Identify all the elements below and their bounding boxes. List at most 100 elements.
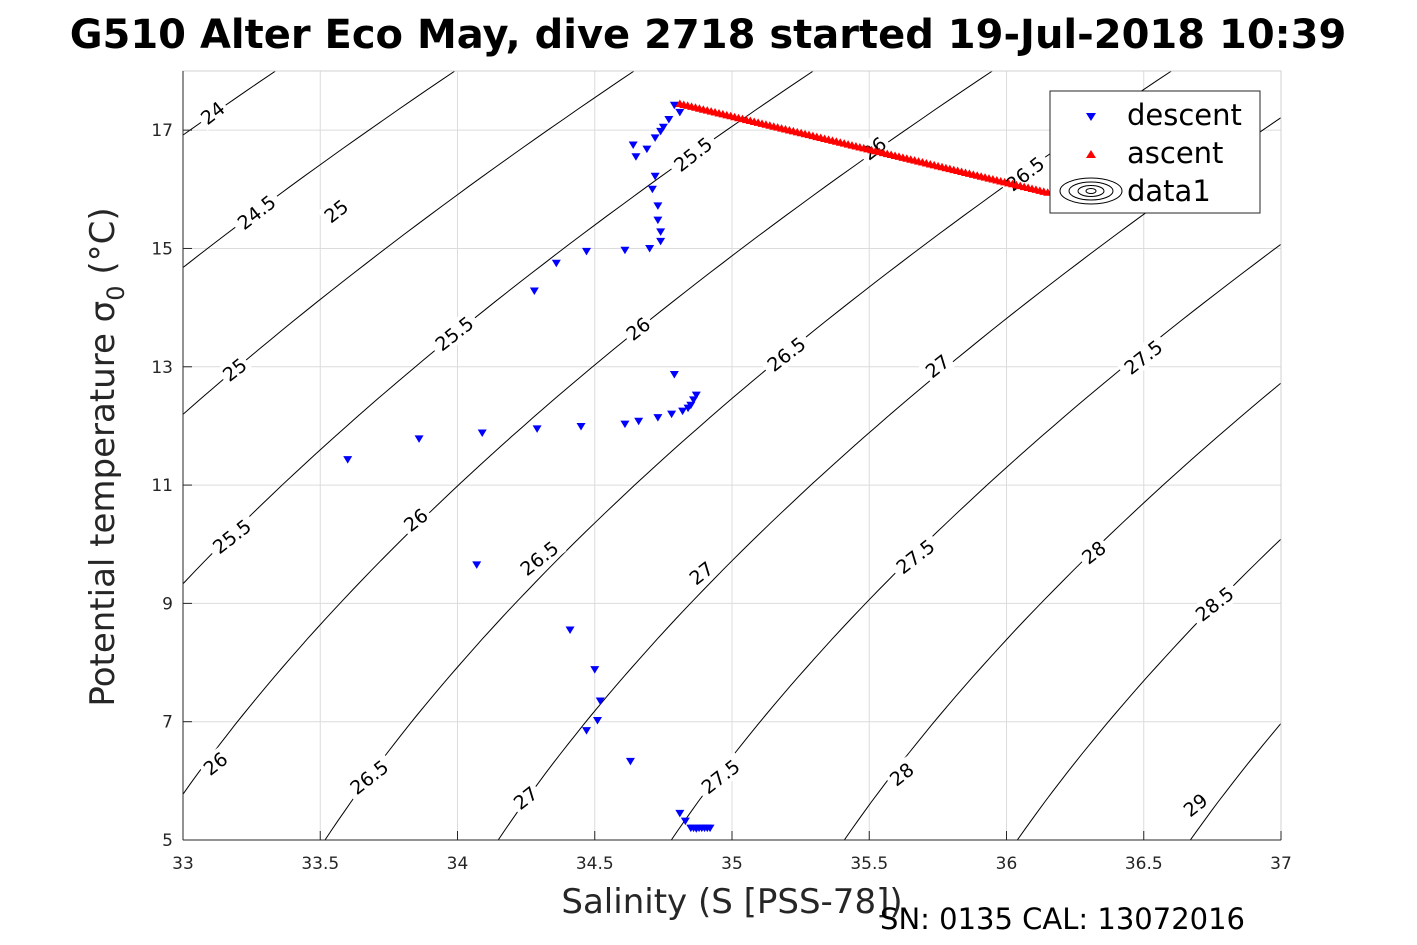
descent-point (650, 134, 660, 142)
isopycnal-25 (183, 71, 635, 416)
isopycnal-24.5 (183, 71, 456, 269)
contour-label-backing (1187, 579, 1242, 629)
isopycnal-28.5 (1016, 538, 1281, 840)
contour-label-group: 25 (215, 351, 254, 388)
descent-point (592, 717, 602, 725)
descent-point (634, 417, 644, 426)
chart-title: G510 Alter Eco May, dive 2718 started 19… (70, 12, 1347, 58)
contour-label-backing (511, 533, 567, 583)
descent-point (656, 237, 666, 246)
contour-label-backing (882, 756, 921, 793)
contour-label-backing (1115, 332, 1171, 382)
legend-box (1049, 90, 1261, 214)
contour-label-backing (1075, 534, 1113, 571)
y-tick-label: 15 (151, 239, 173, 259)
contour-label-group: 24.5 (229, 187, 284, 237)
contour-label-backing (204, 511, 260, 561)
y-axis-label: Potential temperature σ0 (°C) (83, 207, 130, 706)
descent-point (576, 423, 586, 431)
contour-label-backing (196, 745, 234, 782)
legend-ascent-marker (1086, 150, 1096, 158)
descent-point (645, 244, 655, 253)
contour-label-group: 24 (193, 94, 232, 131)
x-tick-label: 34 (447, 854, 469, 874)
descent-point (551, 259, 561, 268)
descent-point (620, 420, 630, 429)
descent-point (667, 410, 677, 419)
descent-point (656, 127, 666, 136)
isopycnal-26 (183, 71, 993, 796)
x-tick-label: 33 (172, 854, 194, 874)
descent-point (675, 108, 685, 117)
descent-point (631, 153, 641, 161)
descent-point (675, 809, 685, 818)
descent-point (529, 287, 539, 296)
contour-label: 28 (886, 759, 919, 791)
contour-label: 25 (320, 196, 353, 228)
contour-label-group: 27 (506, 779, 545, 816)
contour-label-backing (619, 310, 657, 347)
descent-point (689, 396, 699, 404)
x-tick-label: 34.5 (576, 854, 614, 874)
descent-point (650, 172, 660, 181)
descent-point (565, 626, 575, 635)
descent-point (691, 391, 701, 400)
grid (182, 71, 1282, 841)
contour-label-group: 26 (619, 310, 657, 347)
y-axis-label-sub: 0 (102, 285, 130, 300)
contour-label-group: 26 (196, 745, 234, 782)
descent-point (705, 824, 715, 833)
contour-label-backing (193, 94, 232, 131)
contour-label-backing (506, 779, 545, 816)
contour-label-group: 25.5 (426, 308, 482, 359)
descent-point (678, 407, 688, 416)
contour-label-backing (855, 130, 893, 167)
contour-label-group: 27 (682, 555, 720, 591)
contour-label-group: 26.5 (341, 752, 397, 802)
contour-label-backing (341, 752, 397, 802)
descent-point (628, 141, 638, 149)
contour-label-group: 27.5 (888, 531, 943, 582)
x-tick-label: 36 (996, 854, 1018, 874)
contour-label-group: 28 (1075, 534, 1113, 571)
axes (182, 71, 1282, 841)
contour-label-group: 25.5 (204, 511, 260, 561)
x-tick-label: 35.5 (850, 854, 888, 874)
y-tick-label: 17 (151, 121, 173, 141)
descent-point (532, 425, 542, 433)
isopycnal-26.5 (324, 71, 1172, 840)
contour-label-backing (215, 351, 254, 388)
contour-label: 26 (200, 748, 233, 780)
descent-point (472, 561, 482, 569)
contour-label: 24 (197, 97, 230, 129)
descent-point (680, 817, 690, 826)
contour-label-group: 27.5 (693, 751, 748, 802)
legend-contour-label: data1 (1127, 174, 1211, 208)
y-tick-labels: 5 7 9 11 13 15 17 (151, 121, 173, 851)
contour-label-backing (1176, 787, 1214, 823)
descent-point (656, 228, 666, 236)
contour-label-group: 29 (1176, 787, 1214, 823)
y-tick-label: 11 (151, 476, 173, 496)
x-tick-label: 35 (721, 854, 743, 874)
isopycnal-28 (843, 382, 1281, 840)
y-tick-label: 7 (162, 713, 173, 733)
contour-label-backing (682, 555, 720, 591)
y-tick-label: 13 (151, 358, 173, 378)
footer-serial: SN: 0135 CAL: 13072016 (880, 902, 1245, 936)
y-tick-label: 5 (162, 831, 173, 851)
contour-label: 27 (685, 558, 718, 590)
descent-point (414, 435, 424, 443)
descent-point (343, 456, 353, 464)
contour-label: 26 (400, 504, 433, 536)
x-tick-labels: 33 33.5 34 34.5 35 35.5 36 36.5 37 (172, 854, 1292, 874)
descent-point (653, 414, 663, 422)
contour-label-backing (665, 129, 721, 179)
descent-point (653, 216, 663, 225)
contour-label-group: 25.5 (665, 129, 721, 179)
descent-point (653, 202, 663, 210)
descent-point (683, 404, 693, 413)
legend-ascent-label: ascent (1127, 136, 1223, 170)
descent-point (658, 123, 668, 132)
contour-label-group: 26 (397, 501, 435, 538)
